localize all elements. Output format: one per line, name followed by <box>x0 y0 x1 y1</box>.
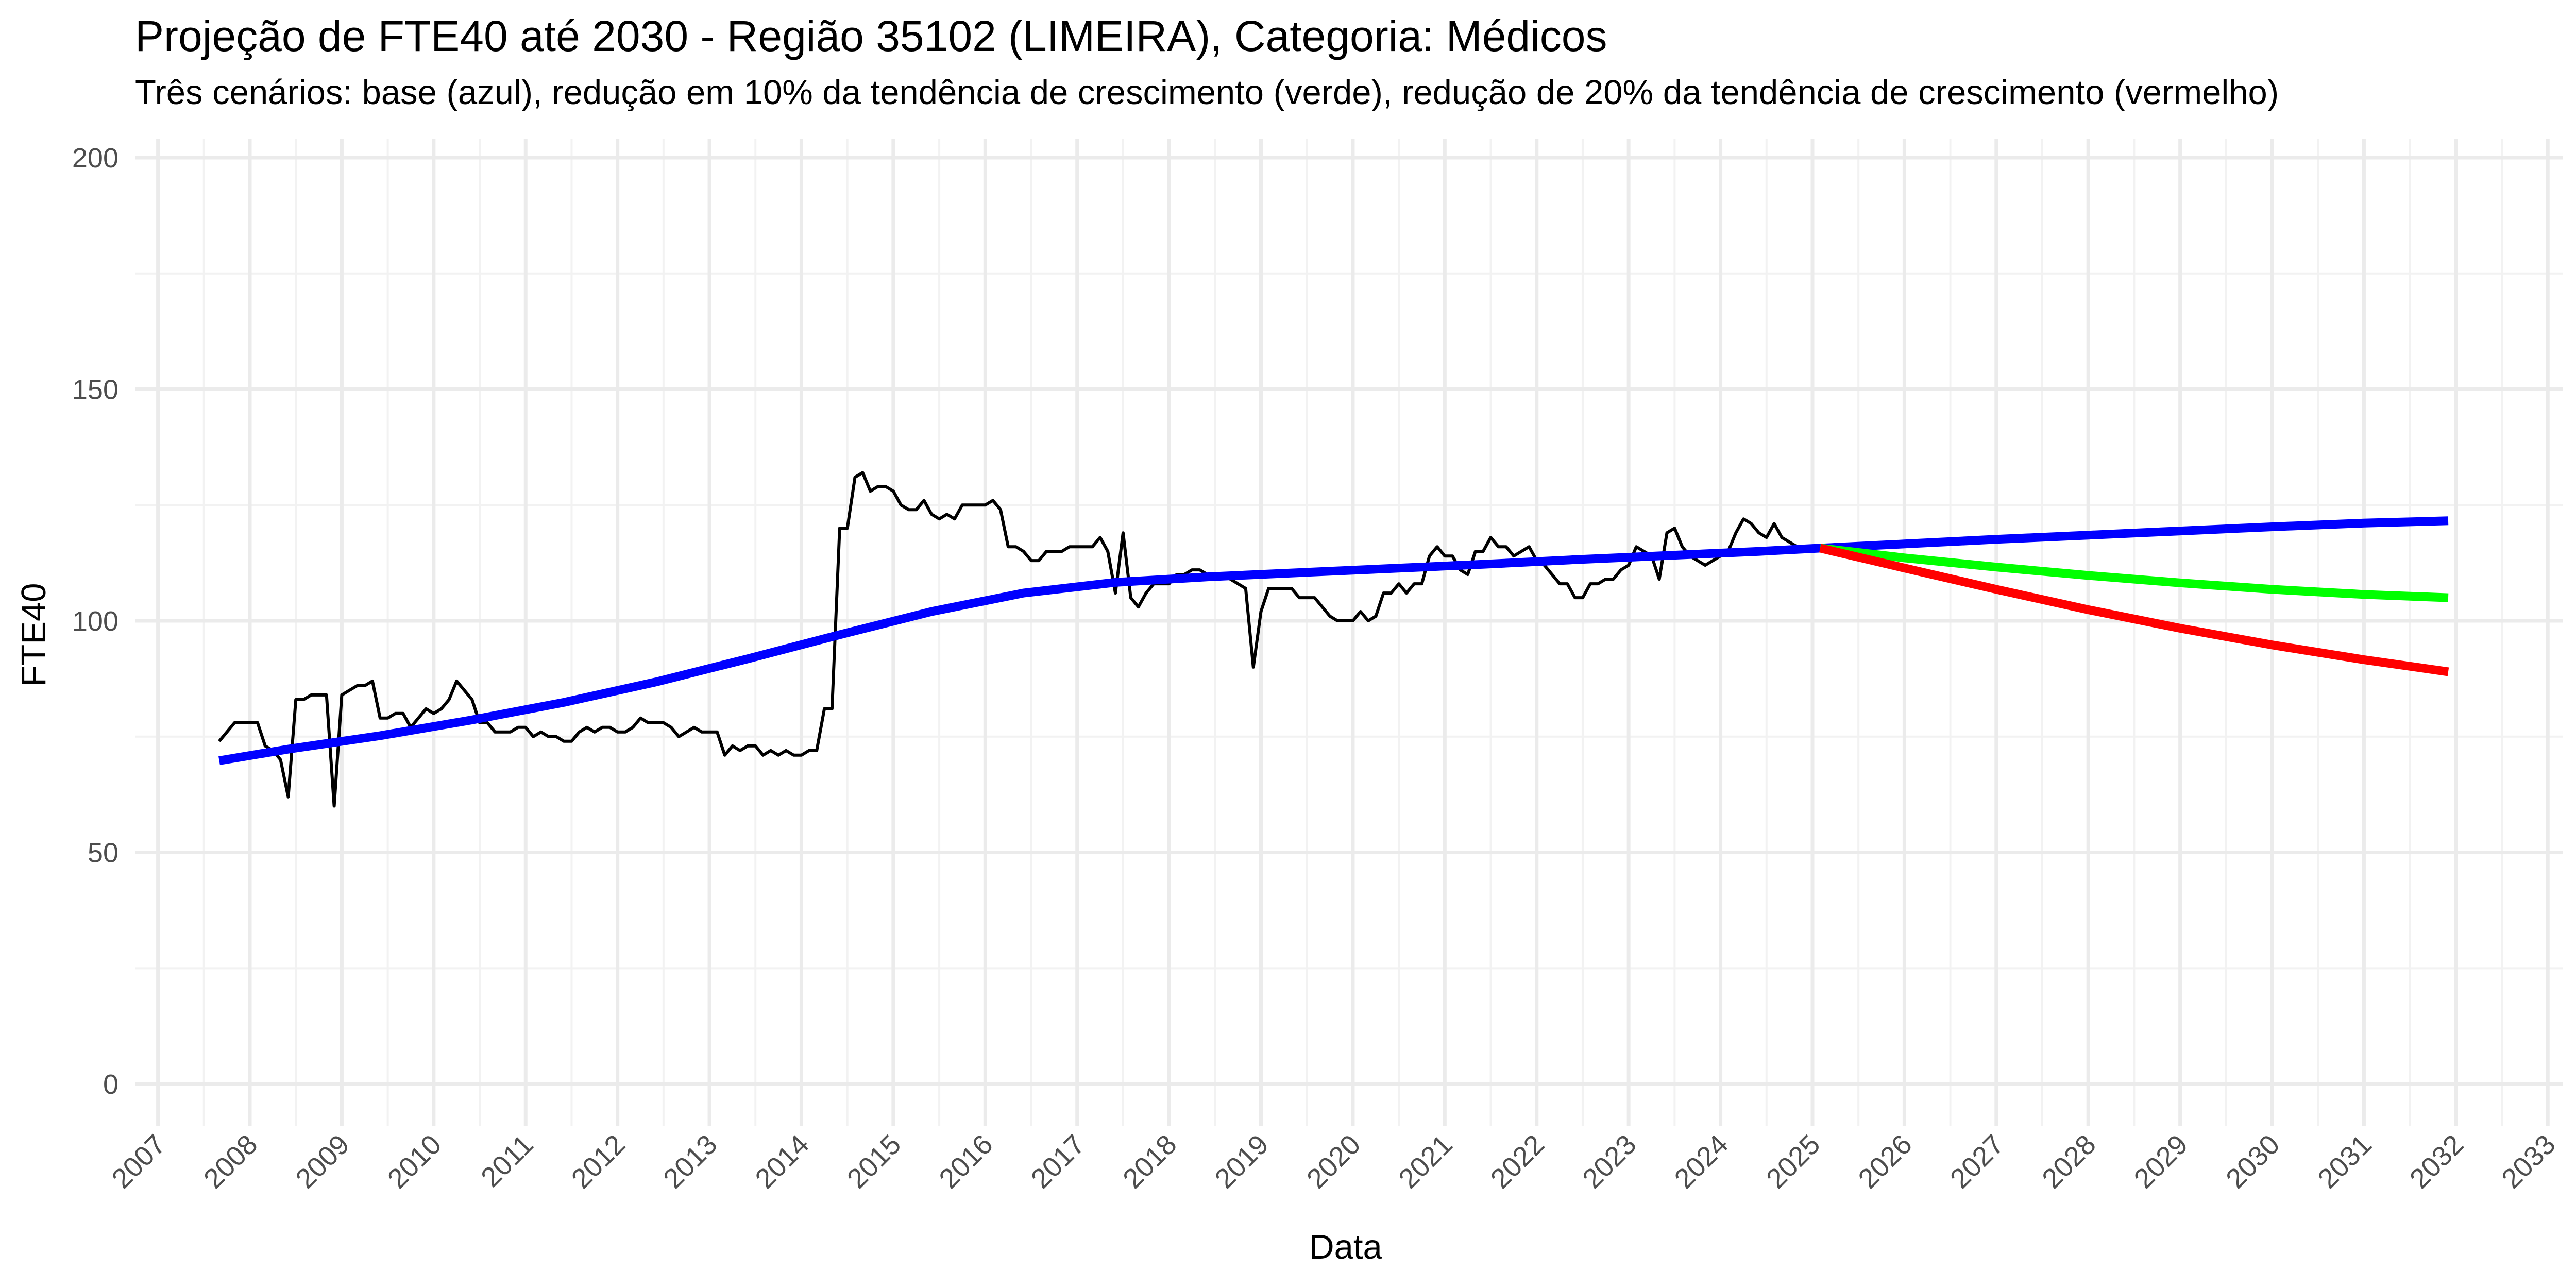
x-tick-label: 2029 <box>2128 1129 2194 1194</box>
x-axis-title: Data <box>1309 1228 1382 1266</box>
x-tick-label: 2031 <box>2312 1129 2378 1194</box>
x-tick-label: 2030 <box>2220 1129 2285 1194</box>
x-tick-label: 2033 <box>2496 1129 2561 1194</box>
x-tick-label: 2019 <box>1209 1129 1275 1194</box>
x-tick-label: 2026 <box>1853 1129 1918 1194</box>
x-tick-label: 2010 <box>382 1129 447 1194</box>
chart-title: Projeção de FTE40 até 2030 - Região 3510… <box>135 12 1607 60</box>
x-tick-label: 2027 <box>1944 1129 2010 1194</box>
y-tick-label: 100 <box>72 606 118 637</box>
y-tick-label: 0 <box>103 1069 118 1100</box>
x-tick-label: 2028 <box>2036 1129 2102 1194</box>
x-tick-label: 2020 <box>1301 1129 1366 1194</box>
x-tick-label: 2009 <box>290 1129 355 1194</box>
series-layer <box>218 471 2449 808</box>
x-tick-label: 2018 <box>1117 1129 1182 1194</box>
chart-subtitle: Três cenários: base (azul), redução em 1… <box>135 73 2279 112</box>
y-axis-ticks: 0 50 100 150 200 <box>72 143 118 1100</box>
x-tick-label: 2007 <box>106 1129 172 1194</box>
x-tick-label: 2025 <box>1760 1129 1826 1194</box>
y-tick-label: 200 <box>72 143 118 174</box>
x-axis-ticks: 2007 2008 2009 2010 2011 2012 2013 2014 2015 2016… <box>106 1129 2562 1194</box>
x-tick-label: 2011 <box>475 1129 539 1193</box>
series-base-line <box>218 516 2449 765</box>
x-tick-label: 2015 <box>841 1129 907 1194</box>
x-tick-label: 2008 <box>198 1129 263 1194</box>
y-tick-label: 150 <box>72 374 118 405</box>
x-tick-label: 2021 <box>1393 1129 1458 1194</box>
x-tick-label: 2017 <box>1025 1129 1091 1194</box>
series-minus10-line <box>1819 544 2449 602</box>
x-tick-label: 2012 <box>566 1129 631 1194</box>
series-observed-line <box>218 471 1821 808</box>
x-tick-label: 2022 <box>1485 1129 1550 1194</box>
x-tick-label: 2023 <box>1577 1129 1642 1194</box>
x-tick-label: 2016 <box>933 1129 998 1194</box>
x-tick-label: 2024 <box>1669 1129 1734 1194</box>
y-tick-label: 50 <box>88 838 118 869</box>
series-minus20-line <box>1819 544 2449 676</box>
x-tick-label: 2032 <box>2404 1129 2469 1194</box>
y-axis-title: FTE40 <box>14 583 53 686</box>
x-tick-label: 2013 <box>657 1129 723 1194</box>
x-tick-label: 2014 <box>750 1129 815 1194</box>
